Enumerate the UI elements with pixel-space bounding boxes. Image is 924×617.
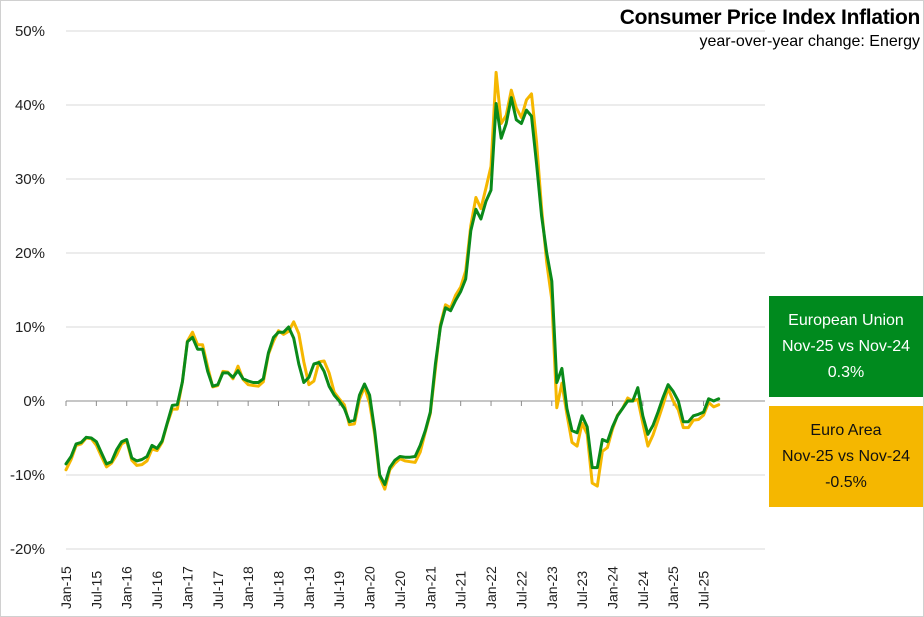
x-tick-label: Jan-23 — [544, 566, 560, 609]
x-tick-label: Jul-21 — [453, 571, 469, 609]
callout-ea-period: Nov-25 vs Nov-24 — [781, 448, 911, 465]
x-tick-label: Jul-20 — [392, 571, 408, 609]
x-tick-label: Jul-19 — [331, 571, 347, 609]
x-tick-label: Jul-25 — [696, 571, 712, 609]
y-tick-label: 30% — [15, 171, 45, 188]
callout-eu-period: Nov-25 vs Nov-24 — [781, 338, 911, 355]
callout-eu-value: 0.3% — [827, 364, 865, 381]
x-tick-label: Jul-17 — [210, 571, 226, 609]
x-tick-label: Jan-22 — [483, 566, 499, 609]
y-axis-ticks: -20% -10% 0% 10% 20% 30% 40% 50% — [10, 23, 45, 558]
series-european-union-line — [64, 96, 721, 487]
x-tick-label: Jan-24 — [604, 566, 620, 609]
x-tick-label: Jan-18 — [240, 566, 256, 609]
y-tick-label: -20% — [10, 541, 45, 558]
x-tick-label: Jul-22 — [513, 571, 529, 609]
x-tick-label: Jan-15 — [58, 566, 74, 609]
x-tick-label: Jan-20 — [362, 566, 378, 609]
x-tick-label: Jul-15 — [88, 571, 104, 609]
callout-european-union: European Union Nov-25 vs Nov-24 0.3% — [769, 296, 923, 397]
callout-eu-name: European Union — [788, 312, 904, 329]
x-tick-label: Jul-16 — [149, 571, 165, 609]
chart-title: Consumer Price Index Inflation — [619, 6, 921, 29]
y-tick-label: 0% — [23, 393, 45, 410]
x-axis — [65, 400, 765, 406]
chart-subtitle: year-over-year change: Energy — [699, 33, 920, 50]
y-tick-label: 10% — [15, 319, 45, 336]
y-tick-label: 20% — [15, 245, 45, 262]
x-axis-ticks: Jan-15 Jul-15 Jan-16 Jul-16 Jan-17 Jul-17 Jan-… — [58, 566, 712, 609]
series-euro-area-line — [64, 70, 721, 491]
x-tick-label: Jan-17 — [179, 566, 195, 609]
series-lines — [64, 70, 721, 491]
x-tick-label: Jul-18 — [271, 571, 287, 609]
x-tick-label: Jan-19 — [301, 566, 317, 609]
callout-ea-name: Euro Area — [810, 422, 882, 439]
x-tick-label: Jul-24 — [635, 571, 651, 609]
x-tick-label: Jan-21 — [422, 566, 438, 609]
x-tick-label: Jan-16 — [119, 566, 135, 609]
x-tick-label: Jul-23 — [574, 571, 590, 609]
y-tick-label: 50% — [15, 23, 45, 40]
y-tick-label: 40% — [15, 97, 45, 114]
x-tick-label: Jan-25 — [665, 566, 681, 609]
callout-euro-area: Euro Area Nov-25 vs Nov-24 -0.5% — [769, 406, 923, 507]
callout-ea-value: -0.5% — [825, 474, 867, 491]
y-tick-label: -10% — [10, 467, 45, 484]
gridlines — [66, 30, 765, 550]
